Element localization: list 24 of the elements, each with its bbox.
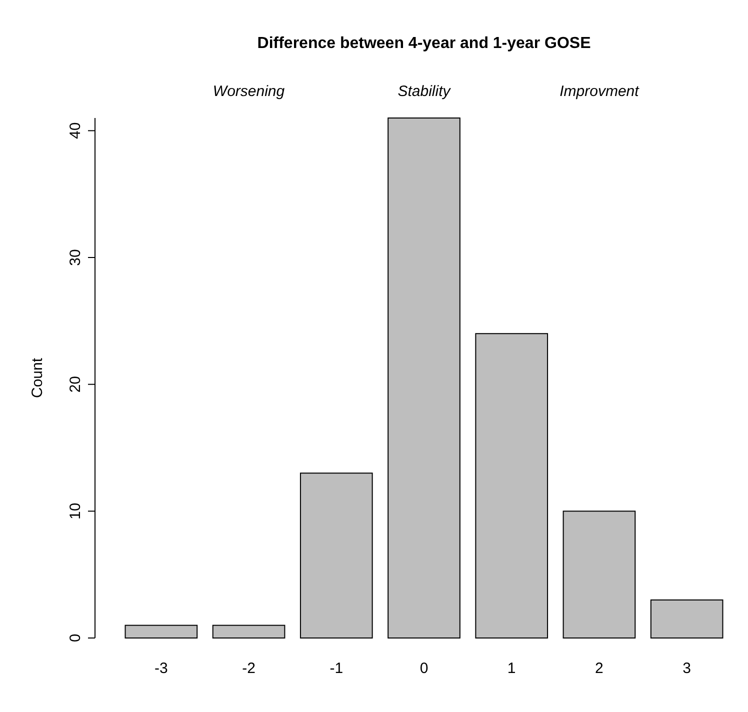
chart-title: Difference between 4-year and 1-year GOSE [257,35,592,52]
x-tick-label: -3 [154,660,168,677]
y-tick-label: 10 [67,502,84,520]
x-tick-label: 3 [682,660,691,677]
text: Stability [398,83,452,100]
bar [650,599,724,638]
y-axis-title: Count [29,357,46,398]
x-tick-label: -2 [242,660,256,677]
x-tick-label: -1 [330,660,344,677]
y-tick-label: 30 [67,249,84,266]
bar [300,472,373,638]
bar [212,624,286,638]
bar [388,118,460,638]
bar [562,510,636,638]
bar [475,333,548,638]
bar [124,624,198,638]
y-tick-label: 0 [67,634,84,642]
text: Improvment [560,83,640,100]
x-tick-label: 1 [507,660,516,677]
x-tick-label: 2 [595,660,604,677]
x-tick-label: 0 [420,660,428,677]
y-tick-label: 20 [67,376,84,393]
text: Worsening [212,83,286,100]
y-tick-label: 40 [67,122,84,140]
